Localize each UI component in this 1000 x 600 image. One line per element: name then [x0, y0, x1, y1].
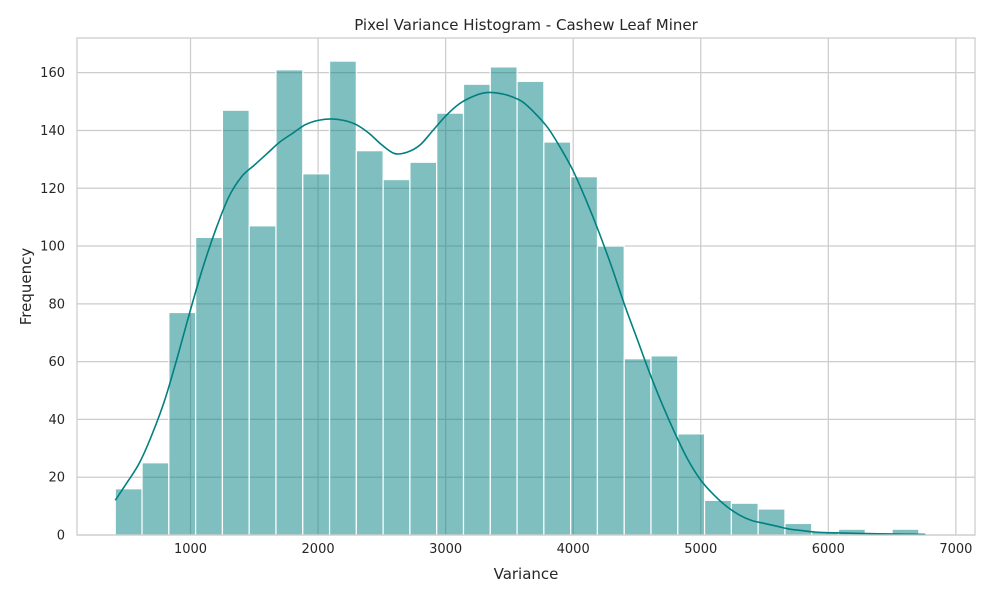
- histogram-bar: [543, 141, 572, 536]
- histogram-bar: [757, 508, 786, 536]
- x-tick-label: 2000: [302, 542, 335, 557]
- histogram-bars: [114, 60, 920, 536]
- histogram-bar: [596, 245, 625, 536]
- histogram-bar: [730, 502, 759, 536]
- chart-title: Pixel Variance Histogram - Cashew Leaf M…: [354, 16, 698, 34]
- y-tick-label: 0: [57, 529, 65, 544]
- x-tick-label: 7000: [939, 542, 972, 557]
- y-tick-labels: 0 20 40 60 80 100 120 140 160: [40, 66, 65, 543]
- x-tick-label: 3000: [429, 542, 462, 557]
- x-tick-label: 6000: [812, 542, 845, 557]
- x-tick-label: 4000: [557, 542, 590, 557]
- y-tick-label: 60: [48, 355, 65, 370]
- y-axis-label: Frequency: [17, 248, 35, 326]
- x-tick-labels: 1000 2000 3000 4000 5000 6000 7000: [174, 542, 972, 557]
- y-tick-label: 40: [48, 413, 65, 428]
- y-tick-label: 100: [40, 240, 65, 255]
- kde-curve-layer: [114, 91, 926, 536]
- y-tick-label: 140: [40, 124, 65, 139]
- histogram-bar: [195, 236, 224, 536]
- x-tick-label: 1000: [174, 542, 207, 557]
- histogram-bar: [703, 499, 732, 536]
- histogram-bar: [516, 80, 545, 536]
- histogram-bar: [489, 66, 518, 536]
- histogram-bar: [570, 176, 599, 536]
- histogram-bar: [141, 462, 170, 536]
- histogram-bar: [409, 161, 438, 536]
- histogram-bar: [275, 69, 304, 536]
- histogram-bar: [248, 225, 277, 536]
- histogram-bar: [650, 355, 679, 536]
- y-tick-label: 120: [40, 182, 65, 197]
- y-tick-label: 20: [48, 471, 65, 486]
- histogram-bar: [355, 150, 384, 536]
- histogram-bar: [436, 112, 465, 536]
- histogram-bar: [623, 358, 652, 536]
- histogram-bar: [168, 311, 197, 536]
- kde-curve: [114, 91, 926, 536]
- histogram-bar: [462, 83, 491, 536]
- histogram-bar: [302, 173, 331, 536]
- histogram-bar: [221, 109, 250, 536]
- y-tick-label: 160: [40, 66, 65, 81]
- x-axis-label: Variance: [494, 565, 559, 583]
- axes-frame: [76, 37, 976, 536]
- x-tick-label: 5000: [684, 542, 717, 557]
- y-tick-label: 80: [48, 297, 65, 312]
- histogram-bar: [328, 60, 357, 536]
- histogram-bar: [382, 178, 411, 536]
